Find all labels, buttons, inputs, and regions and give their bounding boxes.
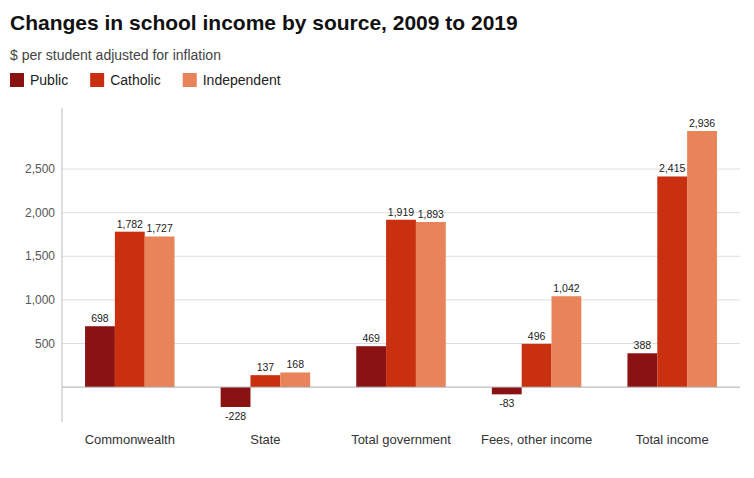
- bar: [356, 346, 386, 387]
- legend-swatch: [90, 73, 104, 87]
- data-label: 1,042: [553, 282, 579, 294]
- bar: [85, 326, 115, 387]
- bar: [416, 222, 446, 387]
- bar: [386, 220, 416, 387]
- bar: [221, 387, 251, 407]
- data-label: 1,782: [117, 218, 143, 230]
- title: Changes in school income by source, 2009…: [10, 11, 518, 34]
- legend-swatch: [10, 73, 24, 87]
- bar: [115, 232, 145, 387]
- bar: [627, 353, 657, 387]
- data-label: 137: [257, 361, 275, 373]
- data-label: 168: [286, 358, 304, 370]
- data-label: 698: [91, 312, 109, 324]
- data-labels: 698 -228 469 -83 388 1,782 137 1,919 496 2,415 1,7…: [91, 117, 715, 422]
- subtitle: $ per student adjusted for inflation: [10, 47, 221, 63]
- y-tick-label: 2,000: [25, 206, 55, 220]
- chart: Changes in school income by source, 2009…: [0, 0, 754, 478]
- x-tick-label: State: [250, 432, 280, 447]
- legend-label: Independent: [203, 72, 281, 88]
- legend-label: Catholic: [110, 72, 161, 88]
- legend: Public Catholic Independent: [10, 72, 281, 88]
- legend-swatch: [183, 73, 197, 87]
- bar: [687, 131, 717, 387]
- grid-line: [62, 169, 740, 170]
- y-tick-label: 2,500: [25, 162, 55, 176]
- y-tick-label: 1,500: [25, 249, 55, 263]
- bar: [522, 344, 552, 387]
- data-label: 1,893: [418, 208, 444, 220]
- y-tick-label: 1,000: [25, 293, 55, 307]
- bar: [492, 387, 522, 394]
- data-label: -83: [499, 397, 514, 409]
- data-label: 496: [528, 330, 546, 342]
- data-label: 388: [634, 339, 652, 351]
- bar: [552, 296, 582, 387]
- bar: [145, 236, 175, 387]
- data-label: 469: [362, 332, 380, 344]
- legend-label: Public: [30, 72, 68, 88]
- bar: [280, 372, 310, 387]
- data-label: 1,727: [146, 222, 172, 234]
- baseline: [62, 387, 740, 388]
- bars: [85, 131, 717, 407]
- x-tick-label: Fees, other income: [481, 432, 592, 447]
- y-axis-line: [62, 108, 63, 422]
- data-label: 2,936: [689, 117, 715, 129]
- x-tick-label: Total income: [636, 432, 709, 447]
- y-tick-label: 500: [35, 337, 55, 351]
- data-label: -228: [225, 410, 246, 422]
- bar: [657, 176, 687, 387]
- data-label: 1,919: [388, 206, 414, 218]
- x-tick-label: Total government: [351, 432, 451, 447]
- x-tick-label: Commonwealth: [85, 432, 175, 447]
- bar: [250, 375, 280, 387]
- data-label: 2,415: [659, 162, 685, 174]
